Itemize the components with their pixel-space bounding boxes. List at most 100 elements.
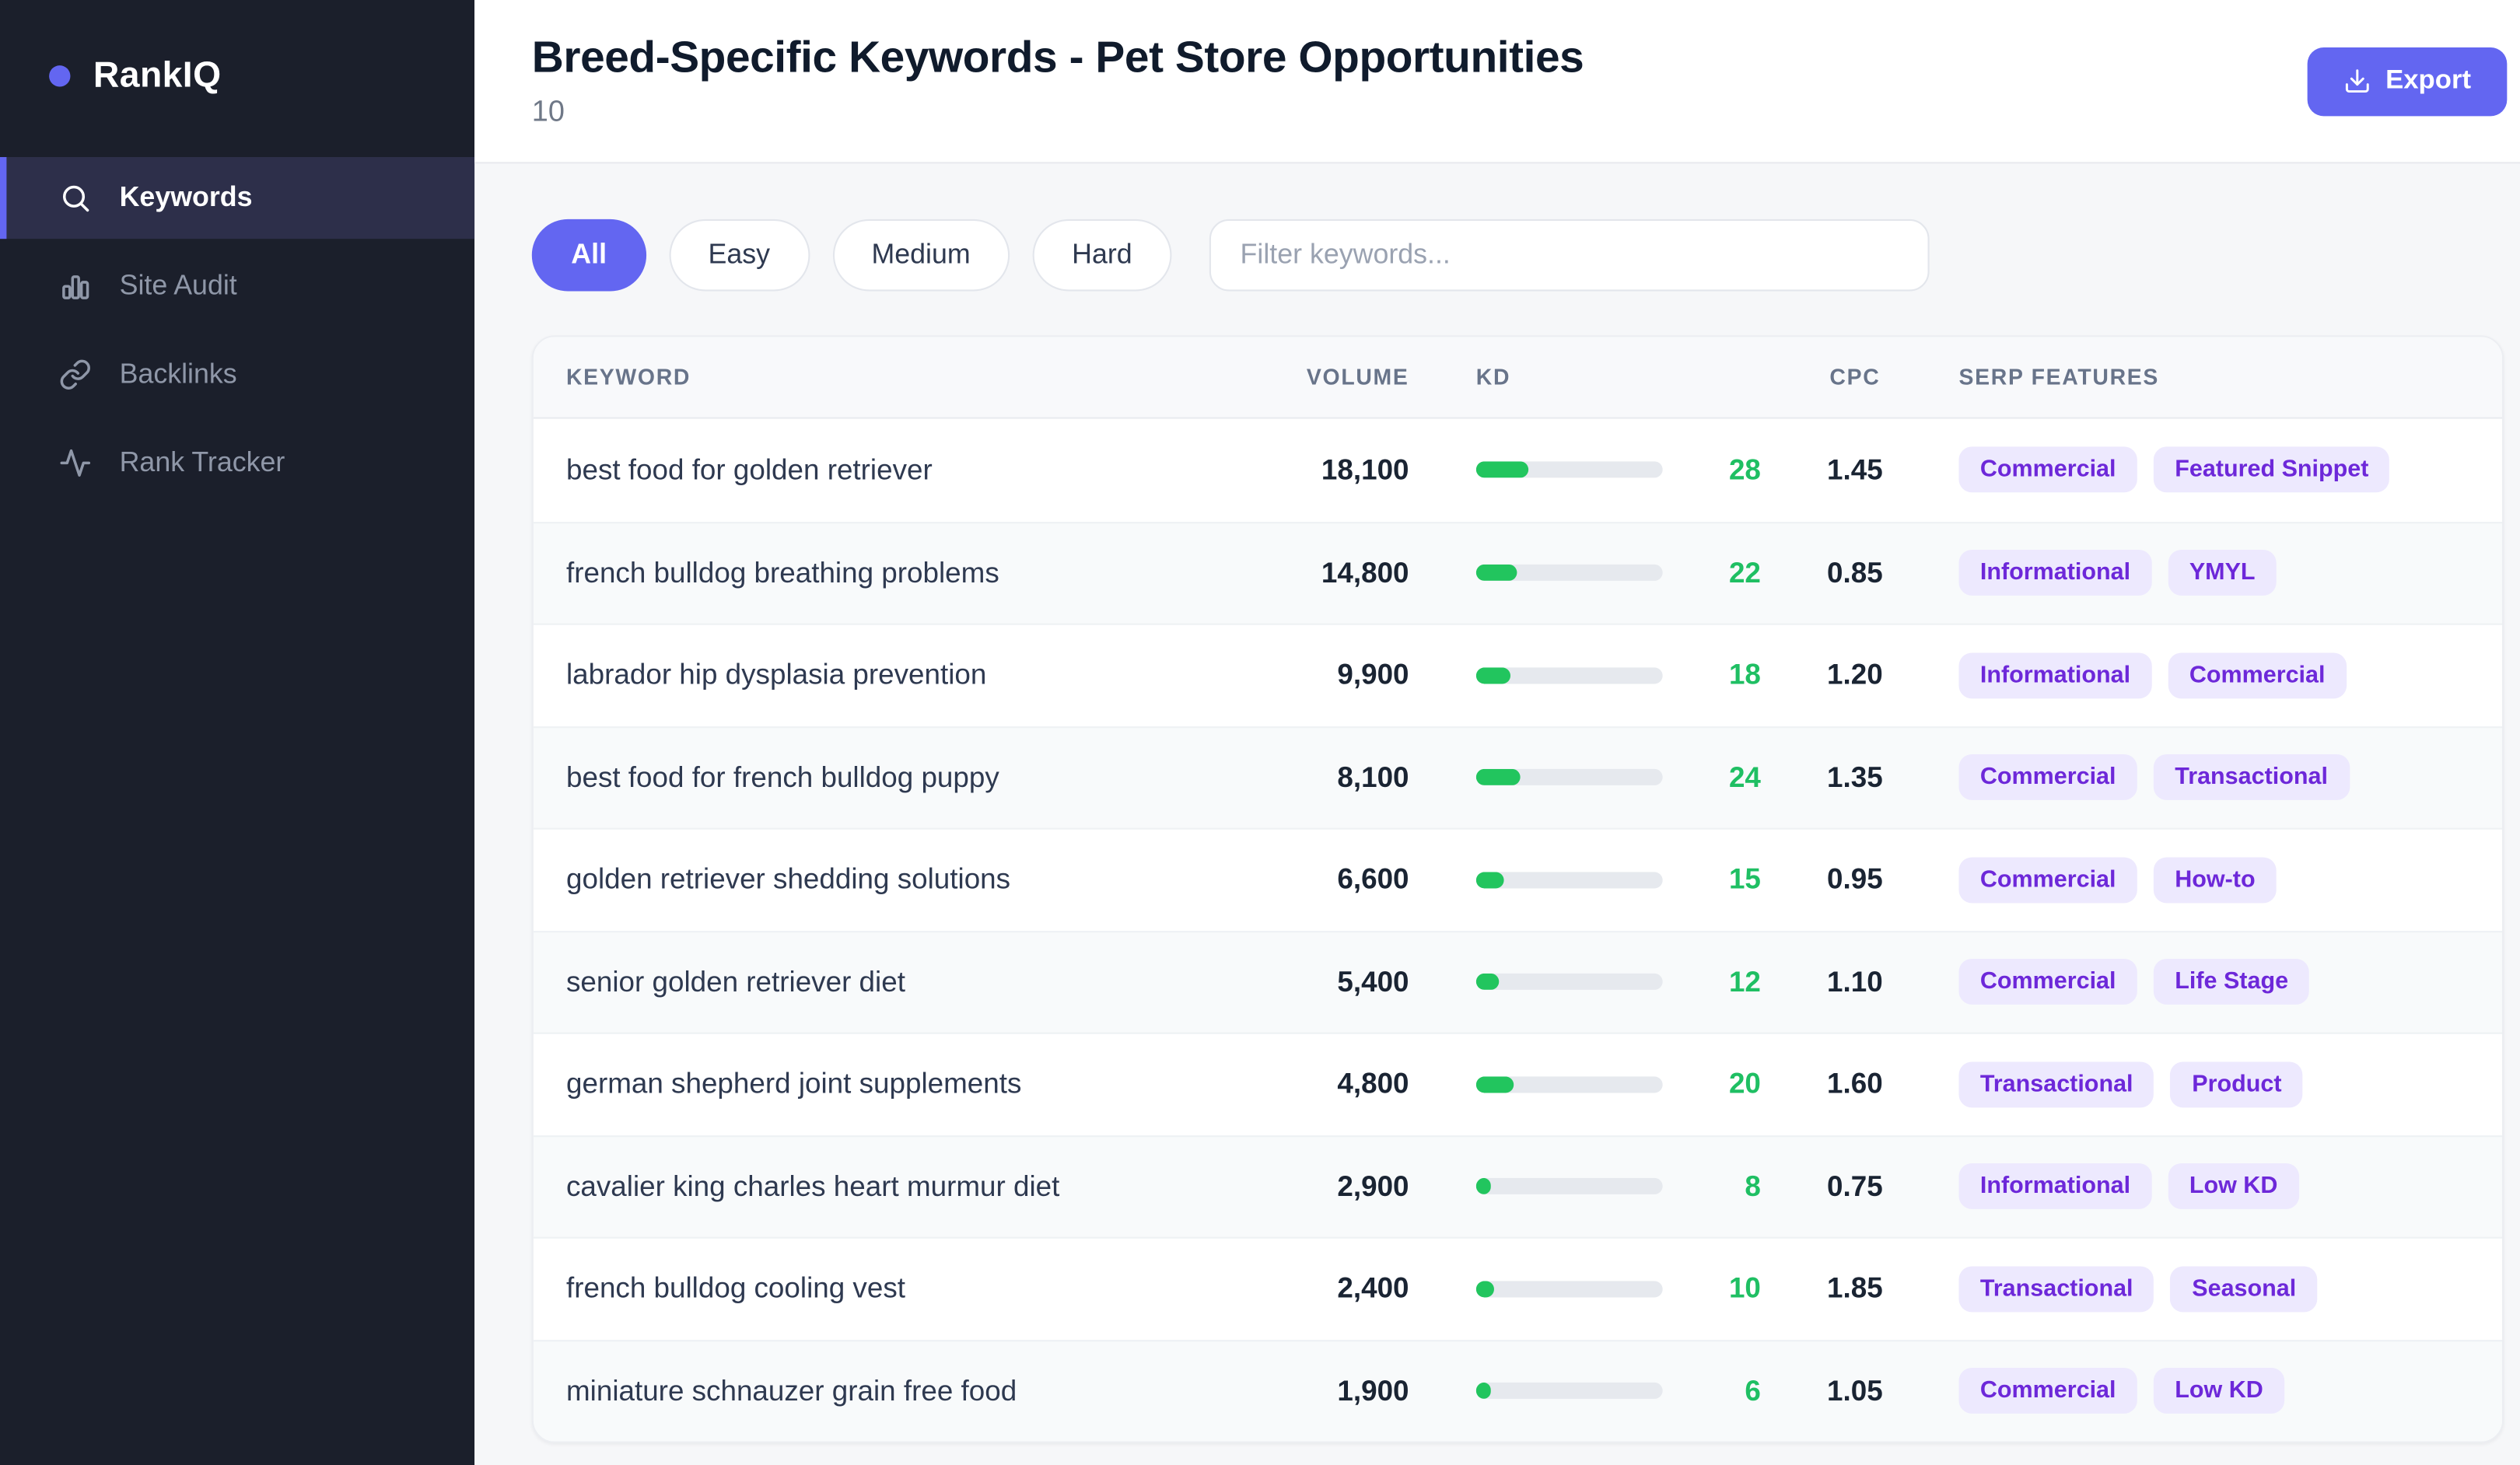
sidebar-item-site-audit[interactable]: Site Audit — [0, 246, 474, 327]
export-button[interactable]: Export — [2307, 46, 2508, 116]
volume-cell: 6,600 — [1337, 862, 1409, 896]
sidebar-item-label: Backlinks — [119, 358, 237, 390]
volume-cell: 2,900 — [1337, 1169, 1409, 1202]
serp-tag: Informational — [1958, 550, 2152, 596]
activity-icon — [59, 446, 92, 479]
cpc-cell: 0.75 — [1827, 1169, 1883, 1202]
column-header-keyword: KEYWORD — [565, 365, 691, 390]
kd-cell: 15 — [1409, 862, 1761, 897]
kd-value: 15 — [1728, 862, 1761, 896]
kd-bar — [1475, 565, 1663, 582]
kd-cell: 28 — [1409, 453, 1761, 487]
sidebar-item-keywords[interactable]: Keywords — [0, 156, 475, 240]
serp-tag: Commercial — [1958, 959, 2137, 1005]
filter-pill-hard[interactable]: Hard — [1032, 219, 1172, 292]
volume-cell: 1,900 — [1337, 1373, 1409, 1407]
main-area: Breed-Specific Keywords - Pet Store Oppo… — [474, 0, 2520, 1465]
kd-cell: 12 — [1409, 965, 1761, 999]
serp-tag: Life Stage — [2153, 959, 2310, 1005]
sidebar-item-backlinks[interactable]: Backlinks — [0, 334, 474, 415]
table-row: best food for french bulldog puppy 8,100… — [533, 726, 2503, 828]
volume-cell: 4,800 — [1337, 1067, 1409, 1100]
keyword-cell: best food for french bulldog puppy — [565, 760, 999, 793]
serp-features-cell: Transactional Seasonal — [1949, 1265, 2502, 1312]
difficulty-pills: All Easy Medium Hard — [531, 219, 1172, 292]
serp-features-cell: Informational YMYL — [1949, 550, 2502, 596]
table-row: german shepherd joint supplements 4,800 … — [533, 1032, 2503, 1135]
table-row: cavalier king charles heart murmur diet … — [533, 1135, 2503, 1237]
serp-tag: Transactional — [1958, 1265, 2154, 1312]
serp-tag: YMYL — [2168, 550, 2277, 596]
kd-value: 24 — [1728, 760, 1761, 793]
serp-features-cell: Commercial Featured Snippet — [1949, 446, 2502, 493]
serp-features-cell: Informational Low KD — [1949, 1163, 2502, 1210]
kd-cell: 6 — [1409, 1374, 1761, 1408]
serp-features-cell: Commercial Transactional — [1949, 754, 2502, 801]
kd-cell: 18 — [1409, 658, 1761, 692]
kd-bar-fill — [1475, 461, 1528, 478]
serp-features-cell: Transactional Product — [1949, 1061, 2502, 1107]
table-row: french bulldog cooling vest 2,400 10 1.8… — [533, 1236, 2503, 1340]
filter-keywords-input[interactable] — [1209, 219, 1930, 292]
filter-row: All Easy Medium Hard — [531, 219, 2504, 292]
kd-bar-fill — [1475, 769, 1521, 786]
sidebar-item-label: Site Audit — [119, 270, 237, 302]
table-body: best food for golden retriever 18,100 28… — [533, 418, 2503, 1442]
keyword-cell: french bulldog cooling vest — [565, 1271, 905, 1305]
sidebar-item-label: Keywords — [119, 181, 253, 213]
cpc-cell: 1.10 — [1827, 964, 1883, 998]
keyword-cell: golden retriever shedding solutions — [565, 862, 1011, 896]
sidebar-item-rank-tracker[interactable]: Rank Tracker — [0, 422, 474, 504]
keyword-cell: senior golden retriever diet — [565, 964, 905, 998]
serp-features-cell: Commercial Life Stage — [1949, 959, 2502, 1005]
bar-chart-icon — [59, 270, 92, 302]
serp-tag: Commercial — [2168, 652, 2347, 698]
kd-bar — [1475, 1178, 1663, 1195]
kd-cell: 22 — [1409, 556, 1761, 590]
kd-cell: 24 — [1409, 760, 1761, 795]
cpc-cell: 1.35 — [1827, 760, 1883, 793]
serp-features-cell: Commercial How-to — [1949, 856, 2502, 903]
serp-tag: Commercial — [1958, 856, 2137, 903]
serp-tag: Commercial — [1958, 1368, 2137, 1414]
page-title: Breed-Specific Keywords - Pet Store Oppo… — [531, 33, 1584, 82]
kd-bar-fill — [1475, 1075, 1514, 1093]
serp-features-cell: Commercial Low KD — [1949, 1368, 2502, 1414]
column-header-cpc: CPC — [1829, 365, 1881, 390]
keyword-cell: french bulldog breathing problems — [565, 555, 999, 589]
kd-bar — [1475, 1075, 1663, 1093]
kd-bar-fill — [1475, 666, 1510, 684]
keyword-cell: miniature schnauzer grain free food — [565, 1373, 1017, 1407]
cpc-cell: 0.85 — [1827, 555, 1883, 589]
kd-bar-fill — [1475, 871, 1504, 888]
table-row: senior golden retriever diet 5,400 12 1.… — [533, 930, 2503, 1033]
kd-value: 18 — [1728, 658, 1761, 691]
kd-bar — [1475, 1383, 1663, 1400]
filter-pill-easy[interactable]: Easy — [668, 219, 810, 292]
kd-bar-fill — [1475, 974, 1499, 991]
kd-bar — [1475, 666, 1663, 684]
filter-pill-all[interactable]: All — [531, 219, 646, 292]
serp-tag: Commercial — [1958, 754, 2137, 801]
volume-cell: 18,100 — [1321, 453, 1409, 486]
logo-dot-icon — [49, 65, 71, 86]
serp-tag: Informational — [1958, 652, 2152, 698]
column-header-volume: VOLUME — [1306, 365, 1409, 390]
serp-tag: How-to — [2153, 856, 2277, 903]
title-block: Breed-Specific Keywords - Pet Store Oppo… — [532, 33, 1584, 129]
kd-value: 22 — [1728, 555, 1761, 589]
kd-value: 10 — [1728, 1271, 1761, 1305]
volume-cell: 9,900 — [1337, 658, 1409, 691]
serp-tag: Low KD — [2168, 1163, 2299, 1210]
kd-cell: 8 — [1409, 1170, 1761, 1204]
kd-bar-fill — [1475, 565, 1517, 582]
cpc-cell: 0.95 — [1827, 862, 1883, 896]
cpc-cell: 1.85 — [1827, 1271, 1883, 1305]
serp-tag: Seasonal — [2170, 1265, 2318, 1312]
keyword-cell: labrador hip dysplasia prevention — [565, 658, 987, 691]
cpc-cell: 1.45 — [1827, 453, 1883, 486]
cpc-cell: 1.20 — [1827, 658, 1883, 691]
column-header-serp-features: SERP FEATURES — [1958, 365, 2160, 390]
filter-pill-medium[interactable]: Medium — [831, 219, 1010, 292]
kd-bar-fill — [1475, 1280, 1495, 1297]
